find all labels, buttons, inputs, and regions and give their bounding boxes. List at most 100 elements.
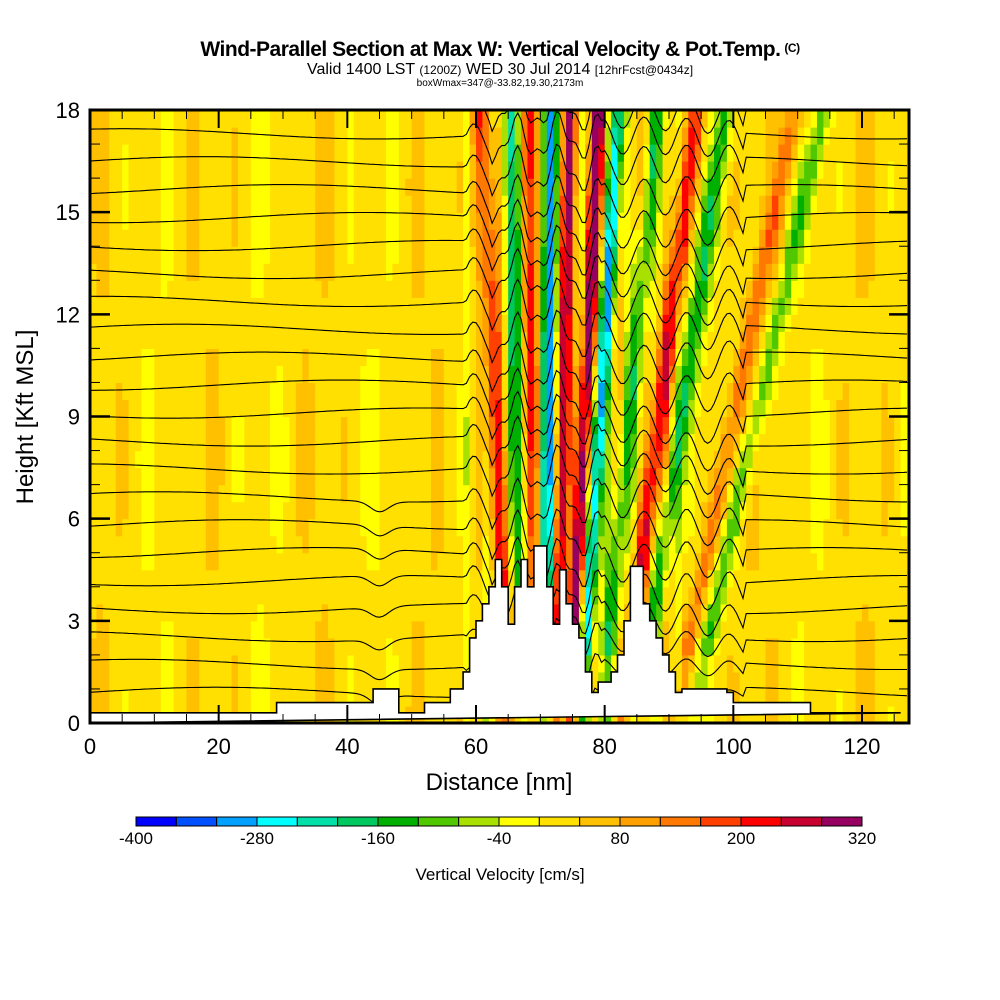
field-cell — [669, 212, 677, 230]
field-cell — [784, 552, 792, 571]
field-cell — [340, 399, 348, 418]
field-cell — [257, 195, 265, 213]
field-cell — [340, 229, 348, 247]
field-cell — [681, 501, 689, 520]
field-cell — [508, 110, 516, 128]
field-cell — [218, 620, 226, 639]
field-cell — [379, 246, 387, 264]
field-cell — [611, 212, 619, 230]
field-cell — [816, 552, 824, 571]
field-cell — [559, 484, 567, 503]
field-cell — [257, 382, 265, 401]
field-cell — [784, 195, 792, 213]
field-cell — [675, 518, 683, 537]
field-cell — [611, 178, 619, 196]
field-cell — [591, 501, 599, 520]
field-cell — [669, 620, 677, 639]
field-cell — [816, 705, 824, 723]
field-cell — [135, 161, 143, 179]
field-cell — [746, 127, 754, 145]
field-cell — [366, 671, 374, 690]
field-cell — [283, 620, 291, 639]
field-cell — [463, 501, 471, 520]
field-cell — [759, 484, 767, 503]
field-cell — [90, 671, 98, 690]
field-cell — [572, 348, 580, 367]
field-cell — [218, 314, 226, 332]
field-cell — [874, 569, 882, 588]
field-cell — [482, 552, 490, 571]
field-cell — [765, 161, 773, 179]
field-cell — [733, 161, 741, 179]
field-cell — [192, 603, 200, 622]
field-cell — [553, 195, 561, 213]
field-cell — [128, 127, 136, 145]
field-cell — [836, 620, 844, 639]
field-cell — [302, 144, 310, 162]
colorbar-label: -280 — [240, 829, 274, 848]
field-cell — [379, 654, 387, 673]
field-cell — [675, 348, 683, 367]
field-cell — [430, 569, 438, 588]
field-cell — [128, 399, 136, 418]
field-cell — [784, 246, 792, 264]
field-cell — [842, 161, 850, 179]
field-cell — [726, 178, 734, 196]
field-cell — [662, 110, 670, 128]
field-cell — [263, 178, 271, 196]
field-cell — [604, 603, 612, 622]
field-cell — [205, 382, 213, 401]
field-cell — [829, 637, 837, 656]
field-cell — [591, 399, 599, 418]
field-cell — [726, 127, 734, 145]
field-cell — [720, 297, 728, 315]
field-cell — [263, 263, 271, 281]
field-cell — [810, 382, 818, 401]
field-cell — [514, 144, 522, 162]
field-cell — [611, 569, 619, 588]
field-cell — [141, 603, 149, 622]
field-cell — [270, 671, 278, 690]
field-cell — [868, 110, 876, 128]
field-cell — [874, 484, 882, 503]
field-cell — [527, 348, 535, 367]
colorbar-label: -160 — [361, 829, 395, 848]
field-cell — [894, 552, 902, 571]
field-cell — [328, 127, 336, 145]
field-cell — [212, 365, 220, 384]
field-cell — [572, 586, 580, 605]
field-cell — [823, 433, 831, 452]
field-cell — [353, 127, 361, 145]
field-cell — [643, 433, 651, 452]
field-cell — [450, 484, 458, 503]
field-cell — [373, 552, 381, 571]
field-cell — [270, 501, 278, 520]
field-cell — [855, 263, 863, 281]
field-cell — [739, 416, 747, 435]
field-cell — [366, 433, 374, 452]
field-cell — [115, 688, 123, 707]
field-cell — [726, 348, 734, 367]
field-cell — [823, 195, 831, 213]
field-cell — [720, 637, 728, 656]
field-cell — [669, 586, 677, 605]
field-cell — [366, 263, 374, 281]
field-cell — [559, 178, 567, 196]
field-cell — [443, 467, 451, 486]
field-cell — [591, 212, 599, 230]
field-cell — [308, 637, 316, 656]
field-cell — [759, 620, 767, 639]
field-cell — [630, 263, 638, 281]
field-cell — [894, 229, 902, 247]
field-cell — [302, 348, 310, 367]
field-cell — [849, 127, 857, 145]
field-cell — [604, 671, 612, 690]
field-cell — [572, 212, 580, 230]
field-cell — [887, 603, 895, 622]
field-cell — [321, 416, 329, 435]
field-cell — [752, 178, 760, 196]
field-cell — [849, 416, 857, 435]
field-cell — [611, 161, 619, 179]
field-cell — [218, 586, 226, 605]
field-cell — [887, 229, 895, 247]
